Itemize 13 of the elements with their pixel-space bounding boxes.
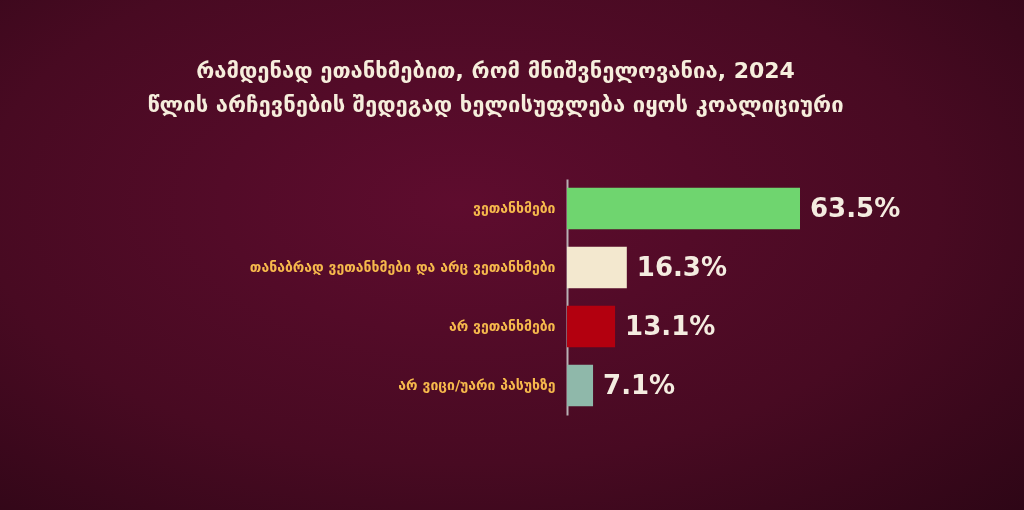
data-label: 16.3% [636,251,728,282]
data-label: 13.1% [625,310,716,341]
chart-title: რამდენად ეთანხმებით, რომ მნიშვნელოვანია, 2024 წლის არჩევნების შედეგად ხელისუფლება იყოს კოალიციური [147,58,844,117]
bar [567,246,627,289]
bar [567,364,594,407]
bar [567,187,800,230]
y-tick-label: არ ვეთანხმები [448,317,556,334]
y-tick-label: არ ვიცი/უარი პასუხზე [398,376,556,393]
bar [567,305,616,348]
y-tick-label: ვეთანხმები [473,199,556,216]
data-label: 63.5% [810,192,901,223]
y-tick-label: თანაბრად ვეთანხმები და არც ვეთანხმები [249,258,556,275]
data-label: 7.1% [603,369,676,400]
